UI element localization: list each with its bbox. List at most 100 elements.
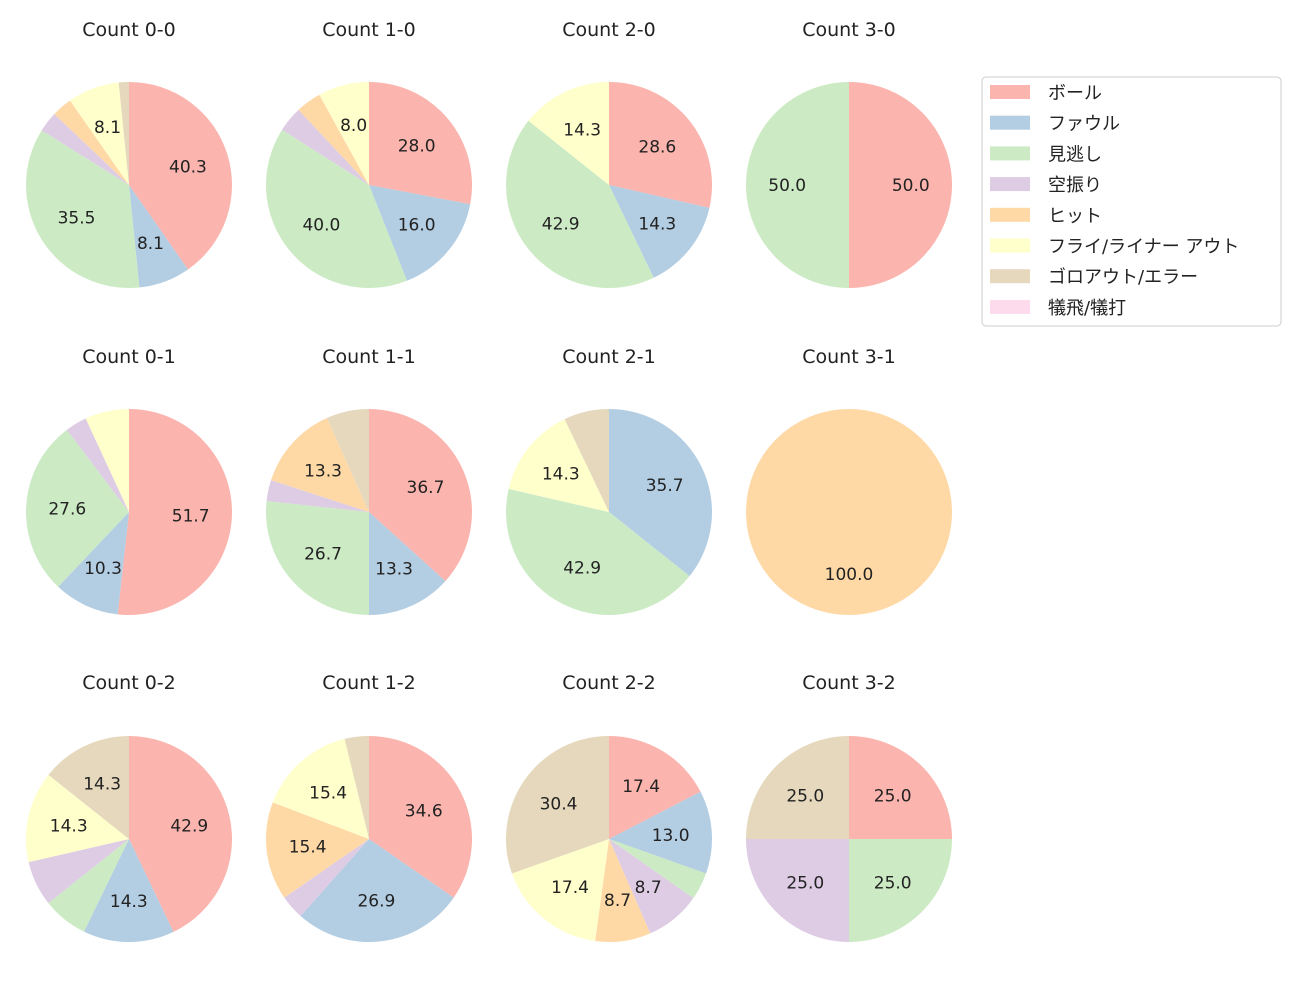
slice-label: 15.4 <box>289 837 327 857</box>
slice-label: 25.0 <box>874 874 912 894</box>
pie-slice-見逃し <box>25 130 140 288</box>
pie-slice-ゴロアウト/エラー <box>564 409 609 512</box>
slice-label: 26.7 <box>304 544 342 564</box>
pie-slice-ファウル <box>129 185 188 288</box>
slice-label: 25.0 <box>786 786 824 806</box>
slice-label: 8.7 <box>635 878 662 898</box>
pie-slice-空振り <box>282 109 369 185</box>
slice-label: 16.0 <box>398 215 436 235</box>
pie-slice-見逃し <box>265 501 369 615</box>
pie-slice-ゴロアウト/エラー <box>48 736 130 839</box>
pie-slice-ファウル <box>58 512 129 615</box>
pie-count-3-0: Count 3-0 50.0 50.0 <box>746 19 952 288</box>
pie-title: Count 0-2 <box>82 672 176 694</box>
pie-slice-見逃し <box>265 129 407 288</box>
pie-count-2-1: Count 2-1 35.7 42.9 14.3 <box>505 346 713 615</box>
slice-label: 14.3 <box>563 120 601 140</box>
slice-label: 8.7 <box>604 891 631 911</box>
slice-label: 25.0 <box>786 874 824 894</box>
pie-count-0-2: Count 0-2 42.9 14.3 14.3 14.3 <box>25 672 232 943</box>
legend-swatch <box>990 177 1030 192</box>
slice-label: 10.3 <box>84 559 122 579</box>
slice-label: 50.0 <box>892 176 930 196</box>
pie-count-1-1: Count 1-1 36.7 13.3 26.7 13.3 <box>265 346 473 615</box>
pie-slice-ゴロアウト/エラー <box>506 736 609 874</box>
pie-slice-見逃し <box>609 839 707 899</box>
pie-title: Count 0-0 <box>82 19 176 41</box>
pie-slice-ボール <box>609 82 712 208</box>
pie-slice-ボール <box>849 736 952 839</box>
pie-slice-ファウル <box>609 791 712 874</box>
pie-slice-ファウル <box>609 185 710 278</box>
pie-slice-ゴロアウト/エラー <box>326 409 369 512</box>
pie-slice-見逃し <box>506 120 654 288</box>
pie-slice-見逃し <box>26 429 129 587</box>
slice-label: 13.3 <box>304 462 342 482</box>
pie-slice-ゴロアウト/エラー <box>746 736 849 839</box>
slice-label: 36.7 <box>407 478 445 498</box>
pie-slice-ファウル <box>83 839 174 943</box>
pie-slice-ボール <box>609 736 701 839</box>
pie-slice-ボール <box>849 82 952 288</box>
slice-label: 34.6 <box>405 801 443 821</box>
pie-slice-空振り <box>609 839 694 934</box>
slice-label: 42.9 <box>170 816 208 836</box>
legend-swatch <box>990 115 1030 130</box>
slice-label: 42.9 <box>563 559 601 579</box>
slice-label: 14.3 <box>110 892 148 912</box>
pie-slice-ボール <box>369 409 473 582</box>
slice-label: 100.0 <box>825 565 874 585</box>
slice-label: 25.0 <box>874 786 912 806</box>
pie-slice-フライ/ライナー アウト <box>272 738 369 839</box>
legend-swatch <box>990 85 1030 99</box>
slice-label: 26.9 <box>357 891 395 911</box>
legend-swatch <box>990 299 1030 314</box>
pie-slice-ヒット <box>746 409 952 615</box>
legend-label: ボール <box>1048 83 1102 104</box>
pie-slice-ヒット <box>266 802 369 898</box>
slice-label: 30.4 <box>540 794 578 814</box>
legend-label: ヒット <box>1048 206 1102 227</box>
pie-slice-フライ/ライナー アウト <box>319 82 369 185</box>
pie-title: Count 2-0 <box>562 19 656 41</box>
legend-swatch <box>990 207 1030 222</box>
legend-label: ファウル <box>1048 114 1120 135</box>
pie-count-0-0: Count 0-0 40.3 8.1 35.5 8.1 <box>25 19 233 288</box>
pie-slice-見逃し <box>48 839 130 932</box>
pie-title: Count 1-2 <box>322 672 416 694</box>
slice-label: 8.0 <box>340 116 367 136</box>
pie-title: Count 3-2 <box>802 672 896 694</box>
pie-title: Count 3-0 <box>802 19 896 41</box>
pie-count-3-2: Count 3-2 25.0 25.0 25.0 25.0 <box>746 672 952 942</box>
slice-label: 8.1 <box>137 234 164 254</box>
slice-label: 17.4 <box>622 777 660 797</box>
slice-label: 8.1 <box>94 118 121 138</box>
pie-slice-ゴロアウト/エラー <box>118 82 129 185</box>
pie-title: Count 2-1 <box>562 346 656 368</box>
pie-count-1-0: Count 1-0 28.0 16.0 40.0 8.0 <box>265 19 472 288</box>
slice-label: 14.3 <box>83 774 121 794</box>
pie-slice-フライ/ライナー アウト <box>25 774 130 863</box>
slice-label: 40.0 <box>302 215 340 235</box>
legend-label: 見逃し <box>1048 144 1102 165</box>
pie-slice-ボール <box>369 82 472 205</box>
pie-slice-ヒット <box>271 417 369 512</box>
slice-label: 42.9 <box>542 215 580 235</box>
pie-title: Count 0-1 <box>82 346 176 368</box>
slice-label: 13.0 <box>652 826 690 846</box>
pie-count-1-2: Count 1-2 34.6 26.9 15.4 15.4 <box>266 672 472 943</box>
slice-label: 28.0 <box>398 137 436 157</box>
pie-slice-空振り <box>28 839 129 904</box>
pie-slice-ゴロアウト/エラー <box>344 736 369 839</box>
pie-slice-フライ/ライナー アウト <box>508 419 609 512</box>
pie-slice-ファウル <box>609 409 713 577</box>
slice-label: 13.3 <box>375 559 413 579</box>
slice-label: 35.5 <box>58 209 96 229</box>
pie-slice-ファウル <box>369 512 446 615</box>
pie-slice-ボール <box>129 82 233 270</box>
pie-slice-ボール <box>117 408 233 615</box>
slice-label: 50.0 <box>768 176 806 196</box>
pie-title: Count 1-1 <box>322 346 416 368</box>
